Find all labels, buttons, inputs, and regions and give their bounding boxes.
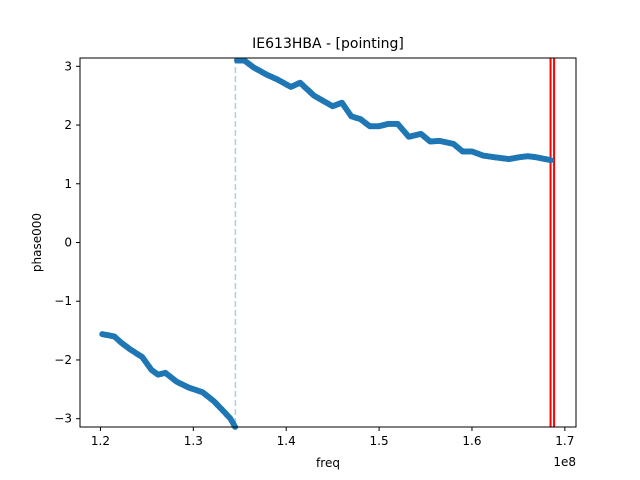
plot-content <box>99 57 556 430</box>
y-tick-label: 1 <box>64 177 72 191</box>
y-tick-label: −1 <box>54 294 72 308</box>
x-axis-offset-label: 1e8 <box>553 455 576 469</box>
y-axis-label: phase000 <box>30 213 44 272</box>
y-tick-label: −2 <box>54 353 72 367</box>
series-0-segment-0 <box>99 331 239 430</box>
x-tick-label: 1.3 <box>184 434 203 448</box>
series-0-segment-1 <box>233 57 554 164</box>
series-0 <box>99 57 554 430</box>
x-axis-label: freq <box>316 456 340 470</box>
chart-title: IE613HBA - [pointing] <box>252 36 404 52</box>
y-tick-label: −3 <box>54 412 72 426</box>
data-point <box>547 157 554 164</box>
x-tick-label: 1.6 <box>462 434 481 448</box>
x-tick-label: 1.4 <box>277 434 296 448</box>
x-axis: 1.2 1.3 1.4 1.5 1.6 1.7 <box>91 427 574 448</box>
y-tick-label: 3 <box>64 59 72 73</box>
y-tick-label: 2 <box>64 118 72 132</box>
x-tick-label: 1.2 <box>91 434 110 448</box>
x-tick-label: 1.5 <box>370 434 389 448</box>
y-tick-label: 0 <box>64 236 72 250</box>
y-axis: 3 2 1 0 −1 −2 −3 <box>54 59 80 426</box>
x-tick-label: 1.7 <box>555 434 574 448</box>
